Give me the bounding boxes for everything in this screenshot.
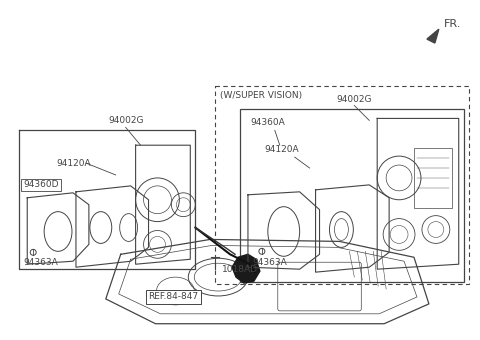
Text: 94360A: 94360A — [250, 118, 285, 128]
Polygon shape — [427, 29, 439, 43]
Text: 94363A: 94363A — [252, 258, 287, 267]
Text: REF.84-847: REF.84-847 — [148, 292, 199, 302]
Text: 94120A: 94120A — [56, 158, 91, 168]
Text: 1018AD: 1018AD — [222, 265, 258, 274]
Text: 94360D: 94360D — [23, 181, 59, 189]
Text: 94363A: 94363A — [23, 258, 58, 267]
Text: FR.: FR. — [444, 19, 461, 29]
Text: 94002G: 94002G — [108, 116, 144, 125]
Text: 94002G: 94002G — [336, 95, 372, 104]
Polygon shape — [232, 254, 260, 283]
Text: 94120A: 94120A — [265, 145, 300, 154]
Text: (W/SUPER VISION): (W/SUPER VISION) — [220, 91, 302, 100]
